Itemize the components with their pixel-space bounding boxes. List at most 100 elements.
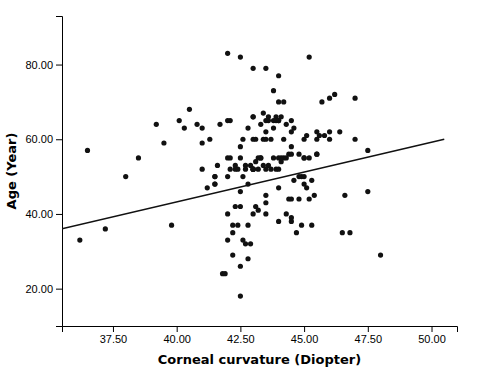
point [319,99,324,104]
point [327,129,332,134]
point [281,137,286,142]
point [161,140,166,145]
tick-label: 60.00 [25,133,53,145]
point [245,223,250,228]
chart-container: 37.50 40.00 42.50 45.00 47.50 50.00 20.00 40.00… [0,0,479,376]
point [296,152,301,157]
point [291,178,296,183]
point [217,122,222,127]
tick-label: 20.00 [25,283,53,295]
point [301,181,306,186]
axis-line [56,17,63,327]
point [337,129,342,134]
tick-label: 45.00 [291,333,319,345]
point [233,204,238,209]
point [238,264,243,269]
tick-mark [56,65,62,66]
point [342,193,347,198]
point [222,271,227,276]
tick: 37.50 [100,326,128,345]
point [240,137,245,142]
point [212,181,217,186]
point [289,152,294,157]
point [301,174,306,179]
point [365,148,370,153]
tick: 42.50 [227,326,255,345]
point [314,152,319,157]
point [243,241,248,246]
tick-mark [56,289,62,290]
point [365,189,370,194]
point [307,196,312,201]
tick-label: 50.00 [418,333,446,345]
point [245,125,250,130]
point [294,230,299,235]
point [304,133,309,138]
point [276,118,281,123]
tick: 40.00 [163,326,191,345]
point [251,66,256,71]
axis-line [63,327,458,333]
point [251,137,256,142]
point [352,137,357,142]
tick-mark [432,326,433,332]
point [263,200,268,205]
x-axis: 37.50 40.00 42.50 45.00 47.50 50.00 [63,326,458,345]
point [307,54,312,59]
tick-label: 37.50 [100,333,128,345]
point [225,237,230,242]
point [207,137,212,142]
point [154,122,159,127]
point [200,125,205,130]
point [240,174,245,179]
tick-mark [304,326,305,332]
point [238,155,243,160]
chart-svg: 37.50 40.00 42.50 45.00 47.50 50.00 20.00 40.00… [0,0,479,376]
point [289,215,294,220]
point [136,155,141,160]
point [271,155,276,160]
tick: 47.50 [355,326,383,345]
point [263,66,268,71]
point [268,167,273,172]
point [261,137,266,142]
point [263,193,268,198]
point [205,185,210,190]
y-axis: 20.00 40.00 60.00 80.00 [25,17,62,327]
point [251,167,256,172]
point [85,148,90,153]
point [279,155,284,160]
tick: 80.00 [25,59,62,71]
point [77,237,82,242]
tick: 60.00 [25,133,62,145]
point [187,107,192,112]
point [347,230,352,235]
tick: 50.00 [418,326,446,345]
tick-mark [56,139,62,140]
point [233,163,238,168]
tick-mark [113,326,114,332]
point [200,167,205,172]
tick-mark [56,214,62,215]
point [314,152,319,157]
point [268,137,273,142]
point [256,155,261,160]
point [256,167,261,172]
point [225,51,230,56]
point [289,144,294,149]
tick-label: 40.00 [163,333,191,345]
point [238,144,243,149]
point [200,140,205,145]
tick: 45.00 [291,326,319,345]
point [238,54,243,59]
point [258,122,263,127]
point [289,118,294,123]
tick-label: 40.00 [25,208,53,220]
tick-mark [177,326,178,332]
point [296,174,301,179]
point [212,174,217,179]
point [263,129,268,134]
point [314,129,319,134]
point [271,88,276,93]
point [307,155,312,160]
